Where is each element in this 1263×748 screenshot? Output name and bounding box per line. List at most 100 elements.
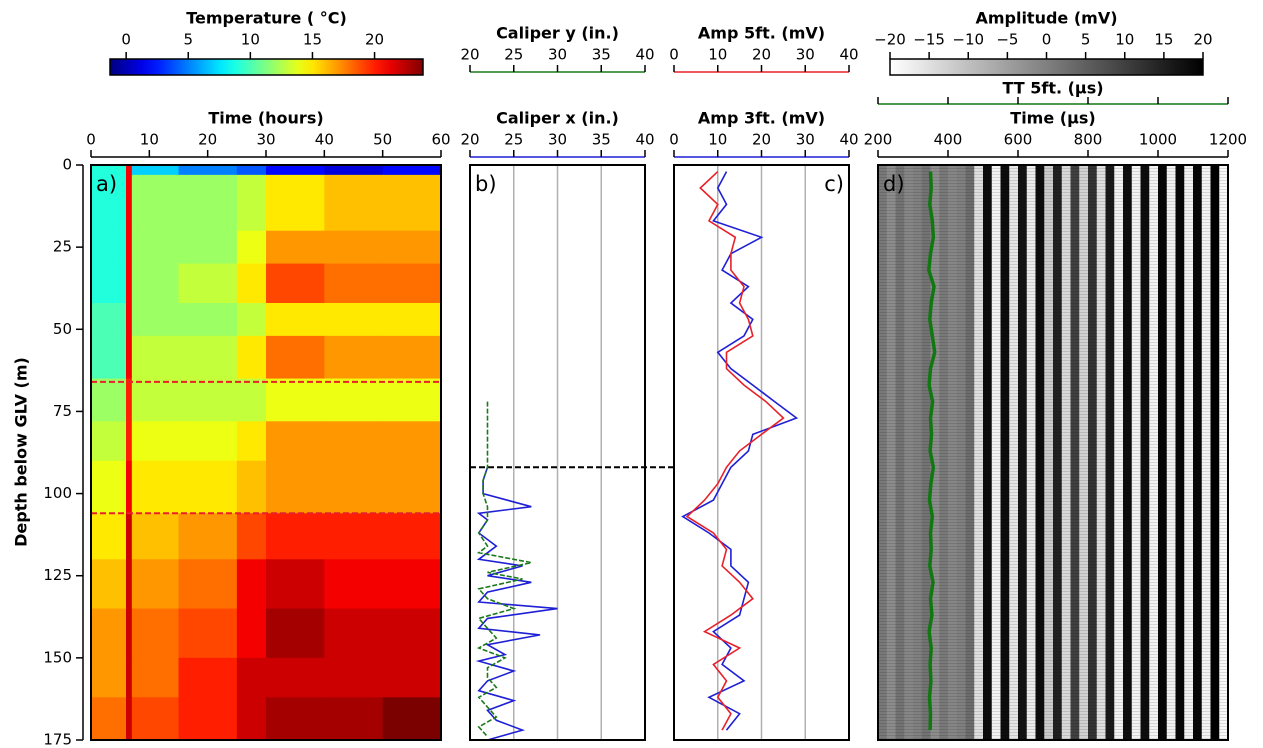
heatmap-cell — [324, 378, 384, 422]
heatmap-cell — [178, 460, 238, 514]
heatmap-cell — [178, 230, 238, 265]
heatmap-cell — [266, 421, 325, 462]
x-tick-label: 30 — [256, 131, 275, 149]
heatmap-cell — [131, 174, 179, 232]
heatmap-cell — [382, 697, 442, 741]
colorbar-tick-label: −10 — [952, 31, 984, 49]
x-axis-label: Time (hours) — [208, 109, 323, 128]
heatmap-cell — [382, 335, 442, 380]
x-tick-label: 20 — [460, 46, 479, 64]
colorbar-tick-label: −5 — [996, 31, 1018, 49]
y-tick-label: 125 — [43, 566, 72, 584]
heatmap-cell — [126, 174, 133, 232]
heatmap-cell — [91, 697, 127, 741]
heatmap-cell — [131, 657, 179, 698]
colorbar-tick-label: −15 — [913, 31, 945, 49]
colorbar — [109, 58, 424, 76]
heatmap-cell — [91, 608, 127, 659]
panel-label: d) — [883, 172, 905, 196]
heatmap-cell — [324, 174, 384, 232]
heatmap-cell — [178, 608, 238, 659]
x-tick-label: 10 — [708, 46, 727, 64]
heatmap-cell — [236, 608, 267, 659]
heatmap-cell — [382, 263, 442, 304]
heatmap-cell — [178, 559, 238, 610]
heatmap-cell — [236, 165, 267, 176]
x-tick-label: 20 — [198, 131, 217, 149]
heatmap-cell — [91, 421, 127, 462]
x-tick-label: 50 — [373, 131, 392, 149]
heatmap-cell — [266, 657, 325, 698]
heatmap-cell — [382, 608, 442, 659]
x-tick-label: 400 — [934, 131, 963, 149]
heatmap-cell — [126, 513, 133, 560]
heatmap-cell — [324, 230, 384, 265]
heatmap-cell — [131, 421, 179, 462]
y-tick-label: 0 — [62, 156, 72, 174]
heatmap-cell — [178, 657, 238, 698]
heatmap-cell — [324, 608, 384, 659]
colorbar-label: Temperature ( °C) — [186, 9, 347, 28]
x-tick-label: 30 — [548, 131, 567, 149]
heatmap-cell — [236, 697, 267, 741]
y-tick-label: 25 — [53, 238, 72, 256]
heatmap-cell — [266, 697, 325, 741]
heatmap-cell — [131, 697, 179, 741]
heatmap-cell — [91, 303, 127, 337]
x-tick-label: 1200 — [1209, 131, 1247, 149]
heatmap-cell — [266, 174, 325, 232]
x-tick-label: 20 — [752, 131, 771, 149]
heatmap-cell — [126, 303, 133, 337]
heatmap-cell — [382, 460, 442, 514]
heatmap-cell — [126, 263, 133, 304]
heatmap-cell — [126, 559, 133, 610]
heatmap-cell — [131, 165, 179, 176]
panel-label: b) — [475, 172, 497, 196]
colorbar-tick-label: 15 — [303, 31, 322, 49]
x-tick-label: 20 — [752, 46, 771, 64]
y-tick-label: 175 — [43, 731, 72, 748]
series-line — [685, 171, 785, 731]
heatmap-cell — [324, 263, 384, 304]
x-tick-label: 30 — [796, 46, 815, 64]
series-line — [681, 171, 799, 731]
y-axis-label: Depth below GLV (m) — [12, 357, 31, 547]
heatmap-cell — [236, 335, 267, 380]
x-tick-label: 30 — [796, 131, 815, 149]
heatmap-cell — [236, 559, 267, 610]
x-tick-label: 10 — [140, 131, 159, 149]
heatmap-cell — [91, 657, 127, 698]
x-axis-label: Amp 5ft. (mV) — [698, 24, 825, 43]
heatmap-cell — [324, 421, 384, 462]
heatmap-cell — [178, 378, 238, 422]
heatmap-cell — [266, 378, 325, 422]
heatmap-cell — [126, 335, 133, 380]
x-tick-label: 800 — [1074, 131, 1103, 149]
heatmap-cell — [236, 230, 267, 265]
heatmap-cell — [266, 608, 325, 659]
heatmap-cell — [236, 657, 267, 698]
heatmap-cell — [126, 608, 133, 659]
heatmap-cell — [324, 657, 384, 698]
heatmap-cell — [382, 513, 442, 560]
heatmap-cell — [178, 335, 238, 380]
heatmap-cell — [236, 460, 267, 514]
heatmap-cell — [91, 165, 127, 176]
series-line — [475, 467, 558, 741]
series-line — [927, 171, 937, 731]
x-tick-label: 35 — [592, 131, 611, 149]
heatmap-cell — [126, 697, 133, 741]
heatmap-cell — [126, 657, 133, 698]
panel-frame — [90, 164, 442, 741]
x-tick-label: 30 — [548, 46, 567, 64]
heatmap-cell — [91, 263, 127, 304]
x-axis-label: Caliper x (in.) — [496, 109, 619, 128]
colorbar-tick-label: 5 — [183, 31, 193, 49]
x-tick-label: 35 — [592, 46, 611, 64]
tt-axis-label: TT 5ft. (μs) — [1002, 79, 1103, 98]
heatmap-cell — [266, 559, 325, 610]
colorbar-tick-label: 10 — [1115, 31, 1134, 49]
x-tick-label: 20 — [460, 131, 479, 149]
